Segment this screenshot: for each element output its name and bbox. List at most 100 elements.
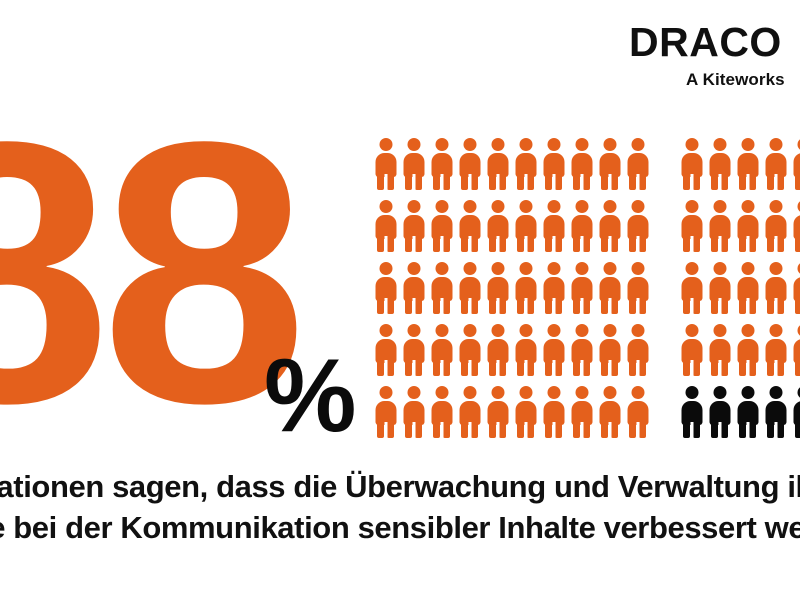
person-icon: [626, 262, 649, 314]
logo-wordmark: DRACO: [629, 19, 782, 65]
person-icon: [792, 262, 800, 314]
person-icon: [430, 200, 453, 252]
person-icon: [486, 200, 509, 252]
person-icon: [458, 262, 481, 314]
person-icon: [402, 386, 425, 438]
person-icon: [430, 262, 453, 314]
person-icon: [402, 138, 425, 190]
pictogram-group-left: [374, 138, 654, 190]
person-icon: [514, 324, 537, 376]
person-icon: [736, 200, 759, 252]
person-icon: [458, 200, 481, 252]
pictogram-row: [374, 384, 800, 438]
person-icon: [458, 324, 481, 376]
pictogram-group-right: [680, 386, 800, 438]
pictogram-row: [374, 136, 800, 190]
person-icon: [598, 262, 621, 314]
pictogram-chart: [374, 136, 800, 442]
person-icon: [374, 262, 397, 314]
person-icon: [374, 386, 397, 438]
person-icon: [430, 324, 453, 376]
person-icon: [514, 386, 537, 438]
headline-statistic: 88 %: [0, 64, 424, 480]
person-icon: [626, 386, 649, 438]
person-icon: [764, 138, 787, 190]
person-icon: [626, 138, 649, 190]
person-icon: [486, 138, 509, 190]
person-icon: [430, 386, 453, 438]
pictogram-group-right: [680, 324, 800, 376]
pictogram-group-left: [374, 262, 654, 314]
person-icon: [764, 324, 787, 376]
person-icon: [486, 262, 509, 314]
pictogram-row: [374, 322, 800, 376]
person-icon: [402, 262, 425, 314]
person-icon: [514, 138, 537, 190]
person-icon: [458, 386, 481, 438]
person-icon: [680, 138, 703, 190]
person-icon: [542, 386, 565, 438]
person-icon: [374, 200, 397, 252]
person-icon: [514, 262, 537, 314]
person-icon: [680, 324, 703, 376]
person-icon: [570, 262, 593, 314]
person-icon: [570, 200, 593, 252]
person-icon: [626, 324, 649, 376]
person-icon: [374, 138, 397, 190]
person-icon: [708, 200, 731, 252]
person-icon: [736, 138, 759, 190]
person-icon: [542, 262, 565, 314]
person-icon: [402, 200, 425, 252]
person-icon: [598, 324, 621, 376]
person-icon: [542, 138, 565, 190]
pictogram-group-left: [374, 324, 654, 376]
pictogram-group-right: [680, 262, 800, 314]
person-icon: [764, 262, 787, 314]
person-icon: [514, 200, 537, 252]
person-icon: [680, 200, 703, 252]
person-icon: [764, 200, 787, 252]
person-icon: [598, 200, 621, 252]
logo-tagline: A Kiteworks: [686, 70, 785, 89]
person-icon: [792, 324, 800, 376]
person-icon: [374, 324, 397, 376]
caption-line-1: anisationen sagen, dass die Überwachung …: [0, 469, 800, 504]
person-icon: [680, 386, 703, 438]
person-icon: [764, 386, 787, 438]
draco-logo: DRACO A Kiteworks: [629, 19, 800, 89]
caption-line-2: ance bei der Kommunikation sensibler Inh…: [0, 510, 800, 545]
person-icon: [792, 386, 800, 438]
person-icon: [626, 200, 649, 252]
person-icon: [598, 386, 621, 438]
person-icon: [736, 386, 759, 438]
person-icon: [542, 200, 565, 252]
pictogram-group-right: [680, 200, 800, 252]
person-icon: [708, 138, 731, 190]
person-icon: [736, 262, 759, 314]
person-icon: [792, 138, 800, 190]
person-icon: [458, 138, 481, 190]
pictogram-row: [374, 198, 800, 252]
person-icon: [792, 200, 800, 252]
percent-symbol: %: [264, 338, 357, 454]
person-icon: [736, 324, 759, 376]
person-icon: [486, 324, 509, 376]
person-icon: [570, 138, 593, 190]
person-icon: [680, 262, 703, 314]
person-icon: [570, 324, 593, 376]
pictogram-group-left: [374, 386, 654, 438]
person-icon: [486, 386, 509, 438]
person-icon: [570, 386, 593, 438]
person-icon: [430, 138, 453, 190]
pictogram-group-left: [374, 200, 654, 252]
caption-block: anisationen sagen, dass die Überwachung …: [0, 466, 800, 548]
person-icon: [598, 138, 621, 190]
person-icon: [708, 262, 731, 314]
person-icon: [708, 324, 731, 376]
pictogram-group-right: [680, 138, 800, 190]
stat-number: 88: [0, 64, 308, 480]
person-icon: [402, 324, 425, 376]
person-icon: [542, 324, 565, 376]
person-icon: [708, 386, 731, 438]
